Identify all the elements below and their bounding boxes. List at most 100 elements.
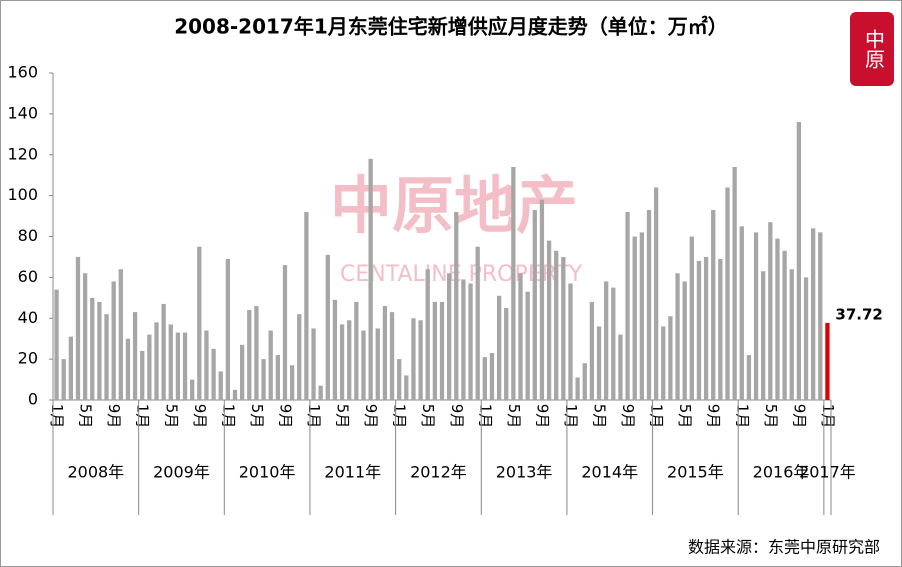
bar [161,303,166,400]
bar [682,281,687,400]
bar [561,256,566,400]
bar [789,269,794,400]
x-tick-label: 9月 [362,404,380,429]
bar [61,359,66,400]
bar [90,297,95,400]
bar [425,269,430,400]
bar [532,209,537,400]
x-tick-label: 5月 [505,404,523,429]
bar [389,312,395,400]
bar [675,273,680,400]
bar [361,330,366,400]
bar [254,305,259,400]
x-tick-label: 9月 [705,404,723,429]
y-tick-label: 100 [7,185,38,204]
bar [454,211,459,400]
x-tick-label: 5月 [419,404,437,429]
bar [803,277,809,400]
bar [604,281,609,400]
bar [546,240,552,400]
bar [753,232,759,400]
bar [82,273,88,400]
group-label: 2011年 [324,463,381,482]
x-tick-label: 5月 [762,404,780,429]
bar [725,187,730,400]
bar [611,287,616,400]
bar [54,289,59,400]
bar [297,314,302,400]
bar [554,250,559,400]
bar [104,314,109,400]
bar [618,334,623,400]
x-tick-label: 9月 [276,404,294,429]
bar [496,295,502,400]
y-tick-label: 120 [7,144,38,163]
bar [489,352,495,400]
group-label: 2013年 [496,463,553,482]
bar [668,316,673,400]
bar [318,385,323,400]
bar [232,389,238,400]
bar [718,258,723,400]
bar [75,256,81,400]
bar [204,330,209,400]
x-tick-label: 1月 [134,404,152,429]
x-tick-label: 5月 [591,404,609,429]
x-tick-label: 9月 [191,404,209,429]
x-tick-label: 1月 [391,404,409,429]
bar [689,236,694,400]
y-tick-label: 0 [28,390,38,409]
bar [218,371,223,400]
bar [368,158,373,400]
bar [518,273,523,400]
bar [397,359,402,400]
bar [147,334,152,400]
bar [168,324,173,400]
bar [140,350,145,400]
bar [575,377,580,400]
bar [504,308,509,400]
bar [354,301,359,400]
bar [304,211,309,400]
bar [182,332,188,400]
bar [782,250,787,400]
y-tick-label: 20 [18,349,38,368]
bar [582,363,587,400]
x-tick-label: 1月 [819,404,837,429]
y-tick-label: 160 [7,63,38,82]
group-label: 2017年 [799,463,856,482]
x-tick-label: 5月 [162,404,180,429]
bar [154,322,159,400]
bar [639,232,644,400]
bar [696,261,702,400]
bar [375,328,380,400]
x-tick-label: 1月 [562,404,580,429]
bar [125,338,131,400]
group-label: 2008年 [67,463,124,482]
group-label: 2009年 [153,463,210,482]
y-tick-label: 140 [7,103,38,122]
bar [118,269,123,400]
bar [240,344,245,400]
x-tick-label: 5月 [248,404,266,429]
bar [190,379,195,400]
bar [818,232,823,400]
group-label: 2015年 [667,463,724,482]
bar [732,167,737,400]
bar [511,167,516,400]
bar [282,265,288,400]
bar [739,226,744,400]
bar [339,324,345,400]
bar [568,283,573,400]
bar [646,209,652,400]
bar [225,258,231,400]
group-label: 2014年 [581,463,638,482]
logo-box [850,12,894,86]
bar [596,326,602,400]
bar [589,301,595,400]
bar [811,228,816,400]
bar [411,318,416,400]
x-tick-label: 1月 [305,404,323,429]
data-label: 37.72 [835,305,882,323]
